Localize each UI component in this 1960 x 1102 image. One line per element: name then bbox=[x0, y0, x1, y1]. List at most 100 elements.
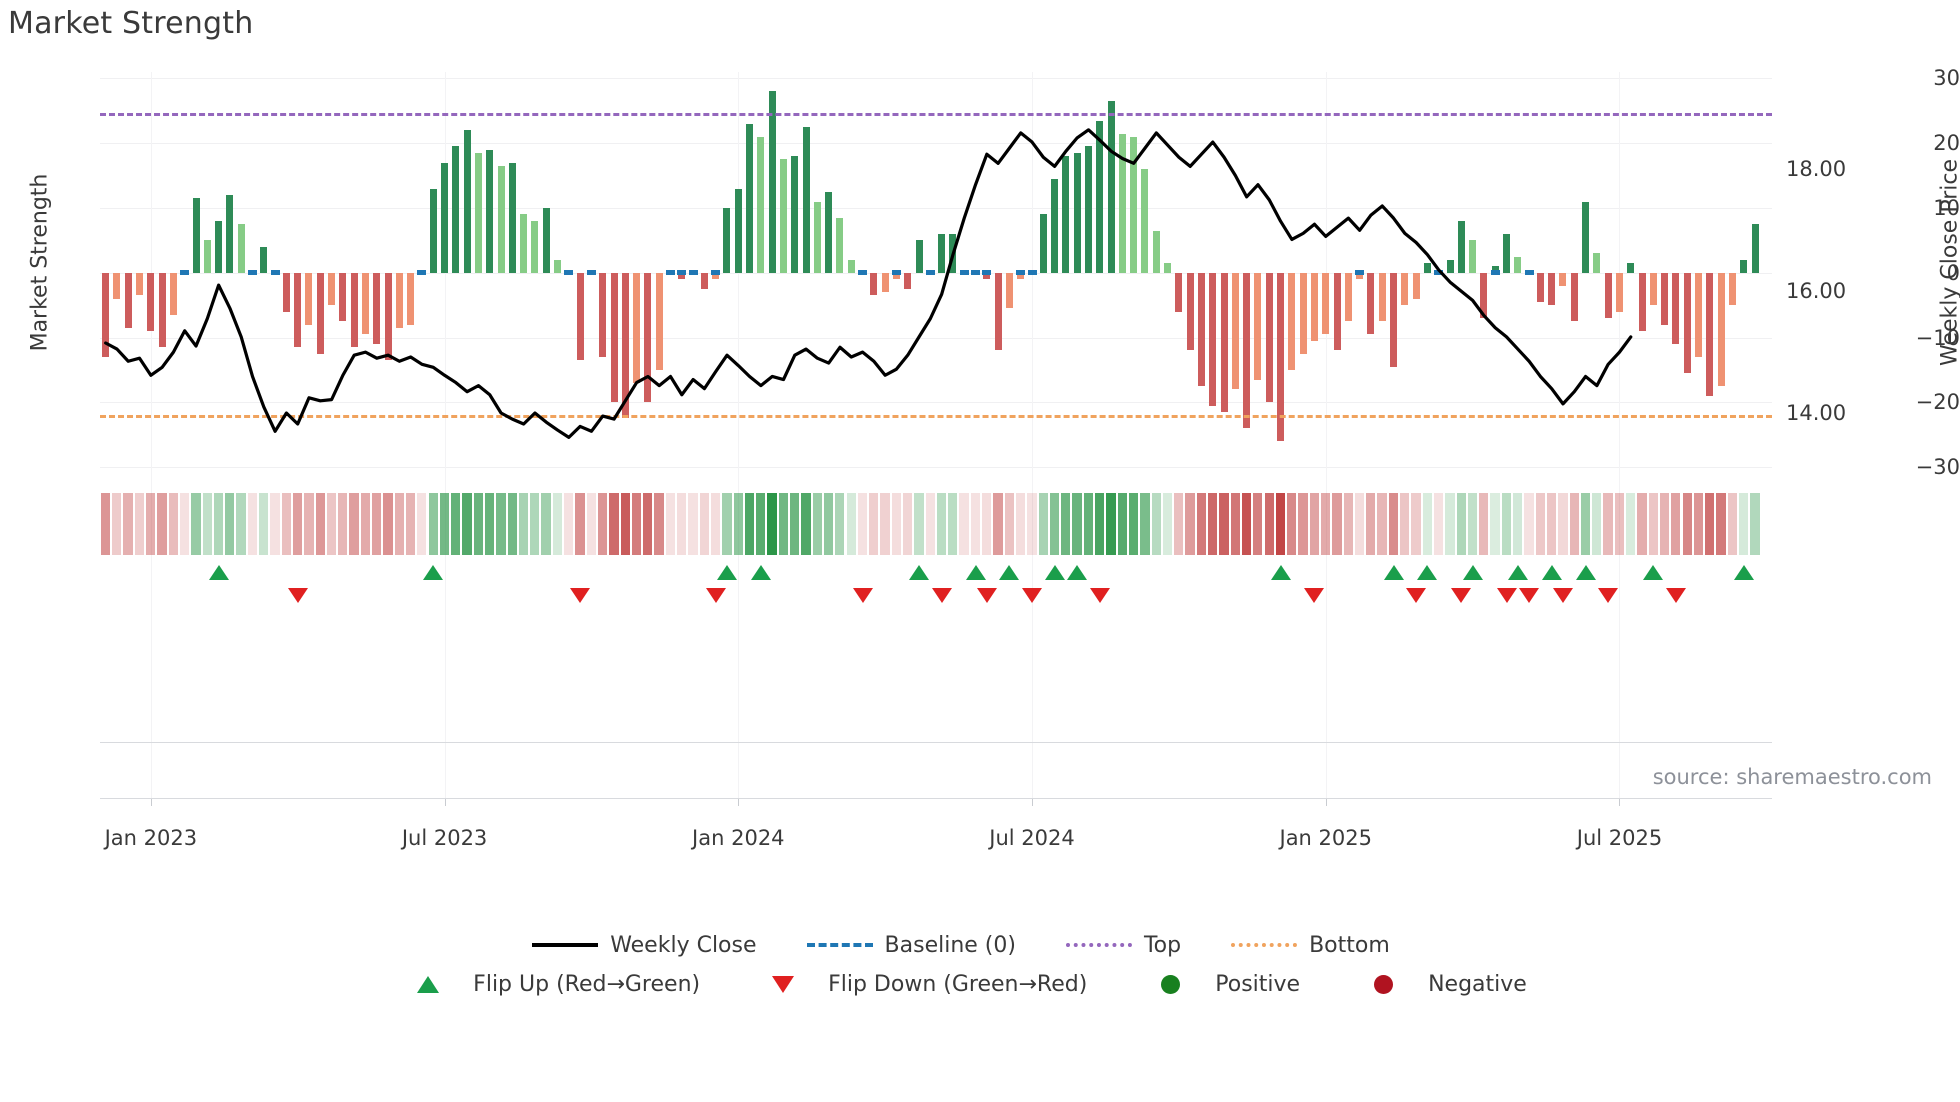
legend-swatch bbox=[389, 972, 467, 996]
heatmap-cell bbox=[1603, 493, 1613, 555]
strength-bar bbox=[554, 259, 562, 273]
strength-bar bbox=[1672, 272, 1680, 344]
strength-bar bbox=[136, 272, 144, 296]
baseline-segment bbox=[666, 270, 675, 276]
strength-bar bbox=[215, 220, 223, 273]
strength-bar bbox=[531, 220, 539, 273]
legend-item[interactable]: Bottom bbox=[1225, 925, 1434, 965]
flip-down-marker bbox=[287, 588, 308, 603]
strength-bar bbox=[881, 272, 889, 293]
heatmap-cell bbox=[1682, 493, 1692, 555]
heatmap-cell bbox=[496, 493, 506, 555]
heatmap-cell bbox=[1467, 493, 1478, 555]
heatmap-cell bbox=[1479, 493, 1489, 555]
legend-item[interactable]: Negative bbox=[1344, 964, 1571, 1004]
heatmap-cell bbox=[710, 493, 721, 555]
flip-up-marker bbox=[750, 565, 771, 580]
heatmap-cell bbox=[1739, 493, 1749, 555]
legend-label: Baseline (0) bbox=[884, 932, 1016, 958]
legend-label: Flip Up (Red→Green) bbox=[473, 971, 701, 997]
strength-bar bbox=[1322, 272, 1330, 335]
flip-up-marker bbox=[1417, 565, 1438, 580]
heatmap-cell bbox=[1648, 493, 1658, 555]
flip-down-marker-row bbox=[100, 584, 1772, 608]
legend-label: Flip Down (Green→Red) bbox=[828, 971, 1088, 997]
strength-bar bbox=[1514, 256, 1522, 273]
strength-bar bbox=[1695, 272, 1703, 357]
strength-heatmap-strip bbox=[100, 493, 1772, 555]
heatmap-cell bbox=[1637, 493, 1647, 555]
legend-row-1: Weekly Close Baseline (0) Top Bottom bbox=[0, 925, 1960, 965]
strength-bar bbox=[938, 233, 946, 273]
strength-bar bbox=[791, 156, 799, 273]
heatmap-cell bbox=[1241, 493, 1252, 555]
flip-down-marker bbox=[1553, 588, 1573, 603]
heatmap-cell bbox=[1106, 493, 1116, 555]
strength-bar bbox=[599, 272, 607, 357]
divider-line-bottom bbox=[100, 798, 1772, 799]
heatmap-cell bbox=[315, 493, 325, 555]
strength-bar bbox=[1548, 272, 1556, 306]
heatmap-cell bbox=[1128, 493, 1139, 555]
strength-bar bbox=[1005, 272, 1013, 309]
vertical-gridline bbox=[1325, 72, 1327, 798]
heatmap-cell bbox=[1196, 493, 1206, 555]
top-threshold-line bbox=[100, 112, 1772, 116]
strength-bar bbox=[1728, 272, 1736, 306]
heatmap-cell bbox=[462, 493, 472, 555]
heatmap-cell bbox=[846, 493, 856, 555]
legend-item[interactable]: Baseline (0) bbox=[801, 925, 1060, 965]
heatmap-cell bbox=[225, 493, 235, 555]
heatmap-cell bbox=[292, 493, 303, 555]
flip-up-marker bbox=[423, 565, 444, 580]
strength-bar bbox=[316, 272, 324, 354]
heatmap-cell bbox=[1117, 493, 1127, 555]
flip-down-marker bbox=[1496, 588, 1517, 603]
strength-bar bbox=[734, 188, 742, 273]
flip-up-marker bbox=[1067, 565, 1088, 580]
heatmap-cell bbox=[575, 493, 585, 555]
flip-up-marker bbox=[208, 565, 229, 580]
strength-bar bbox=[1604, 272, 1612, 319]
heatmap-cell bbox=[812, 493, 822, 555]
page-title: Market Strength bbox=[8, 6, 254, 41]
heatmap-cell bbox=[1309, 493, 1319, 555]
heatmap-cell bbox=[1456, 493, 1466, 555]
legend-item[interactable]: Weekly Close bbox=[526, 925, 800, 965]
y-tick-right: 18.00 bbox=[1786, 157, 1847, 182]
strength-bar bbox=[1277, 272, 1285, 442]
legend-item[interactable]: Positive bbox=[1131, 964, 1344, 1004]
heatmap-cell bbox=[1422, 493, 1432, 555]
legend-item[interactable]: Flip Down (Green→Red) bbox=[744, 964, 1131, 1004]
legend-item[interactable]: Top bbox=[1060, 925, 1225, 965]
heatmap-cell bbox=[236, 493, 246, 555]
strength-bar bbox=[1085, 146, 1092, 273]
strength-bar bbox=[1740, 259, 1748, 273]
legend-label: Negative bbox=[1428, 971, 1527, 997]
heatmap-cell bbox=[586, 493, 596, 555]
heatmap-cell bbox=[733, 493, 743, 555]
strength-bar bbox=[813, 201, 821, 273]
heatmap-cell bbox=[756, 493, 766, 555]
strength-bar bbox=[508, 162, 516, 273]
heatmap-cell bbox=[349, 493, 359, 555]
strength-bar bbox=[282, 272, 290, 312]
legend-item[interactable]: Flip Up (Red→Green) bbox=[389, 964, 744, 1004]
strength-bar bbox=[474, 152, 482, 273]
heatmap-cell bbox=[417, 493, 427, 555]
flip-down-marker bbox=[931, 588, 952, 603]
strength-bar bbox=[1265, 272, 1273, 403]
strength-bar bbox=[802, 127, 810, 273]
heatmap-cell bbox=[982, 493, 992, 555]
baseline-segment bbox=[248, 270, 257, 276]
heatmap-cell bbox=[1343, 493, 1353, 555]
strength-bar bbox=[1254, 272, 1262, 380]
heatmap-cell bbox=[936, 493, 947, 555]
legend-swatch bbox=[801, 933, 879, 957]
heatmap-cell bbox=[643, 493, 653, 555]
heatmap-cell bbox=[1185, 493, 1195, 555]
heatmap-cell bbox=[1151, 493, 1161, 555]
flip-up-marker bbox=[1541, 565, 1562, 580]
heatmap-cell bbox=[1174, 493, 1184, 555]
strength-bar bbox=[1412, 272, 1420, 299]
